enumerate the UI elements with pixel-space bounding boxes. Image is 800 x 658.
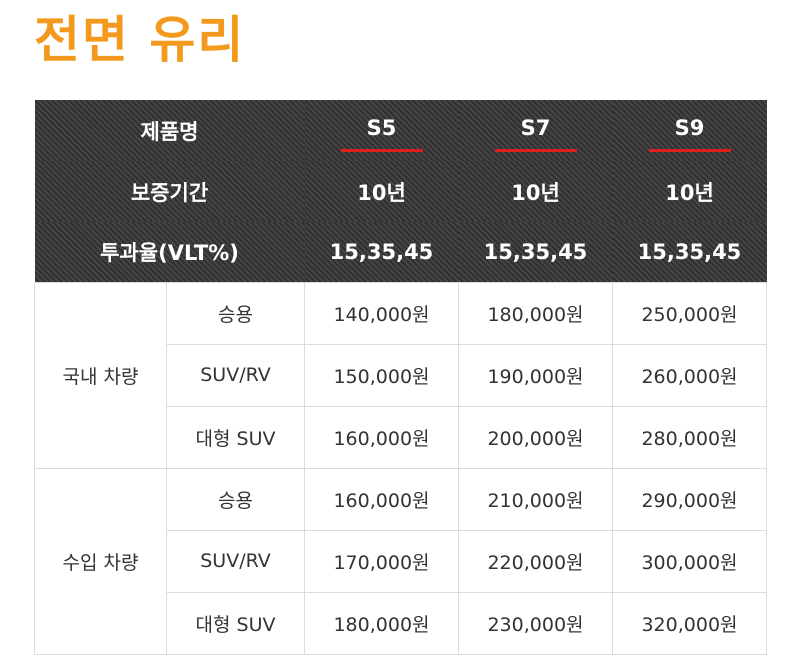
price-cell: 220,000원 (458, 529, 613, 593)
vehicle-type: SUV/RV (166, 529, 305, 593)
table-row: SUV/RV 170,000원 220,000원 300,000원 (35, 529, 767, 593)
header-label-product: 제품명 (34, 100, 305, 161)
model-name: S9 (674, 115, 705, 140)
price-cell: 150,000원 (304, 343, 459, 407)
vehicle-type: 승용 (166, 281, 305, 345)
header-row-product: 제품명 S5 S7 S9 (34, 100, 767, 161)
table-row: 대형 SUV 180,000원 230,000원 320,000원 (35, 591, 767, 655)
model-s7: S7 (458, 100, 613, 161)
price-cell: 170,000원 (304, 529, 459, 593)
price-cell: 190,000원 (458, 343, 613, 407)
model-s9: S9 (612, 100, 767, 161)
vehicle-type: 대형 SUV (166, 405, 305, 469)
table-row: 대형 SUV 160,000원 200,000원 280,000원 (35, 405, 767, 469)
model-name: S7 (520, 115, 551, 140)
vlt-value: 15,35,45 (458, 222, 613, 282)
price-cell: 160,000원 (304, 405, 459, 469)
vehicle-type: SUV/RV (166, 343, 305, 407)
table-header: 제품명 S5 S7 S9 보증기간 10년 10년 10년 투과율(VLT%) … (34, 100, 767, 282)
header-label-warranty: 보증기간 (34, 161, 305, 222)
price-cell: 300,000원 (612, 529, 767, 593)
header-row-vlt: 투과율(VLT%) 15,35,45 15,35,45 15,35,45 (34, 222, 767, 282)
price-cell: 290,000원 (612, 467, 767, 531)
price-cell: 210,000원 (458, 467, 613, 531)
price-cell: 260,000원 (612, 343, 767, 407)
vehicle-type: 대형 SUV (166, 591, 305, 655)
vlt-value: 15,35,45 (304, 222, 459, 282)
group-label-imported: 수입 차량 (34, 467, 167, 655)
warranty-value: 10년 (612, 161, 767, 222)
price-cell: 230,000원 (458, 591, 613, 655)
price-table: 제품명 S5 S7 S9 보증기간 10년 10년 10년 투과율(VLT%) … (34, 100, 767, 655)
header-label-vlt: 투과율(VLT%) (34, 222, 305, 282)
price-cell: 200,000원 (458, 405, 613, 469)
model-s5: S5 (304, 100, 459, 161)
warranty-value: 10년 (304, 161, 459, 222)
table-row: 국내 차량 승용 140,000원 180,000원 250,000원 (34, 281, 767, 469)
price-cell: 160,000원 (304, 467, 459, 531)
price-cell: 280,000원 (612, 405, 767, 469)
page-title: 전면 유리 (34, 11, 246, 69)
table-row: SUV/RV 150,000원 190,000원 260,000원 (35, 343, 767, 407)
price-cell: 180,000원 (304, 591, 459, 655)
vehicle-type: 승용 (166, 467, 305, 531)
price-cell: 140,000원 (304, 281, 459, 345)
price-cell: 320,000원 (612, 591, 767, 655)
model-underline (648, 148, 731, 152)
table-body: 국내 차량 승용 140,000원 180,000원 250,000원 SUV/… (34, 281, 767, 655)
table-row: 수입 차량 승용 160,000원 210,000원 290,000원 (34, 467, 767, 655)
price-cell: 250,000원 (612, 281, 767, 345)
warranty-value: 10년 (458, 161, 613, 222)
model-name: S5 (366, 115, 397, 140)
model-underline (494, 148, 577, 152)
model-underline (340, 148, 423, 152)
group-label-domestic: 국내 차량 (34, 281, 167, 469)
vlt-value: 15,35,45 (612, 222, 767, 282)
price-cell: 180,000원 (458, 281, 613, 345)
header-row-warranty: 보증기간 10년 10년 10년 (34, 161, 767, 222)
